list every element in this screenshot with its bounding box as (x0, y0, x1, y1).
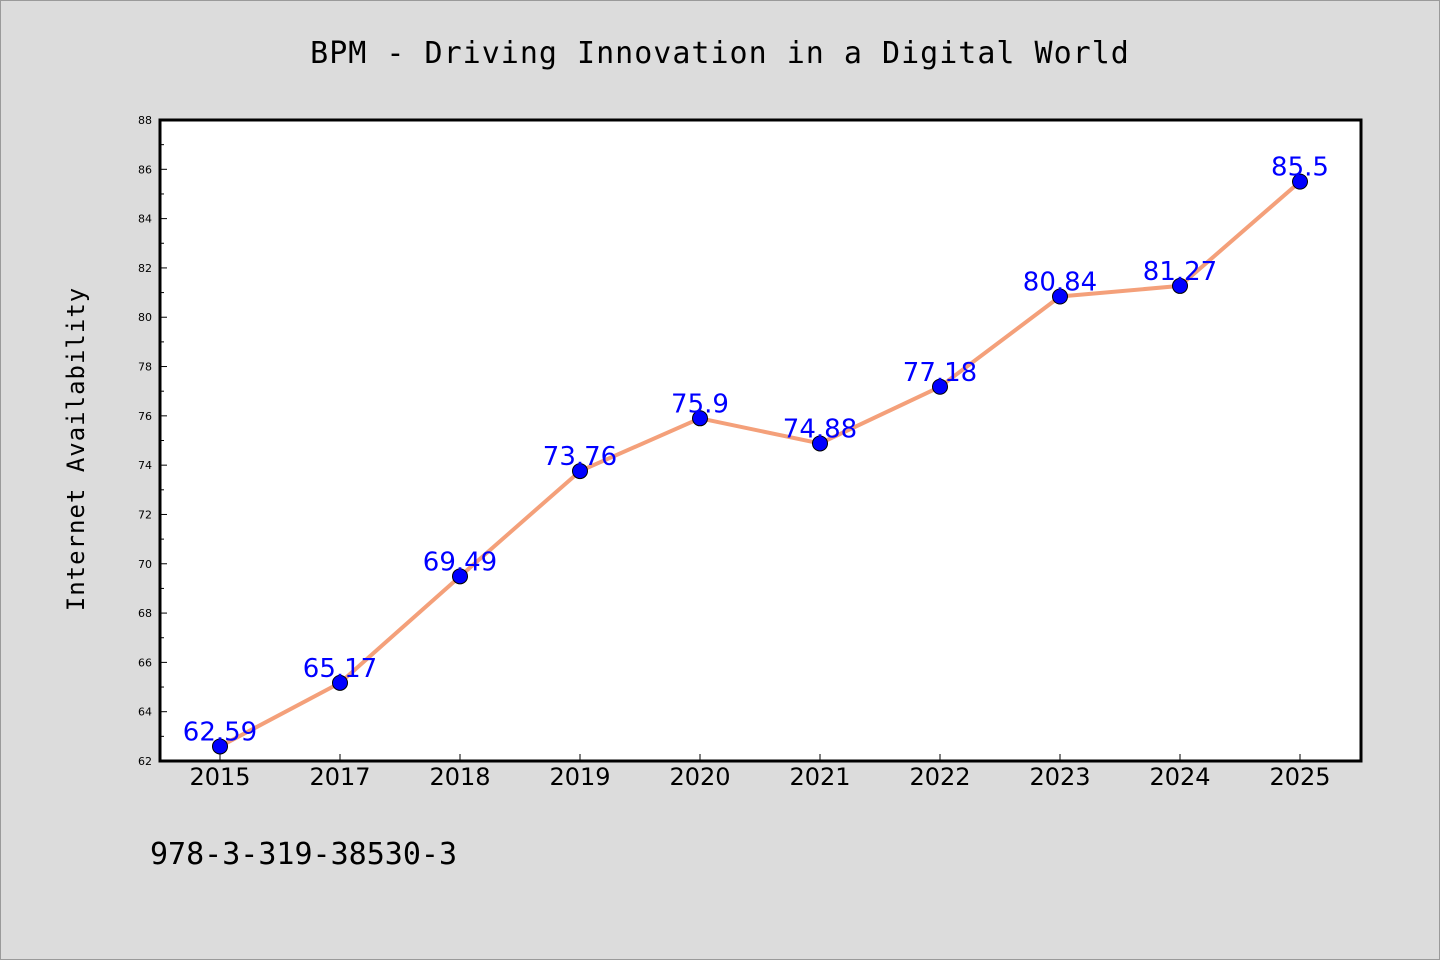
series-line (218, 179, 1302, 749)
series-layer (212, 173, 1308, 755)
y-tick-label: 64 (138, 706, 152, 719)
data-point (452, 568, 468, 585)
data-point (1052, 288, 1068, 305)
y-axis-label: Internet Availability (62, 287, 90, 611)
y-tick-label: 84 (138, 213, 152, 226)
data-point (1292, 173, 1308, 190)
chart-title: BPM - Driving Innovation in a Digital Wo… (310, 36, 1130, 71)
y-tick-label: 68 (138, 607, 152, 620)
y-tick-label: 72 (138, 508, 152, 521)
x-tick-label: 2015 (189, 763, 250, 791)
data-label: 73.76 (543, 442, 617, 472)
x-tick-label: 2020 (669, 763, 730, 791)
data-label: 74.88 (783, 414, 857, 444)
x-tick-label: 2023 (1029, 763, 1090, 791)
y-axis: 62 64 66 68 70 72 74 76 78 80 82 84 86 88 (138, 114, 167, 768)
y-tick-label: 78 (138, 361, 152, 374)
y-tick-label: 82 (138, 262, 152, 275)
y-tick-label: 80 (138, 311, 152, 324)
x-axis: 2015 2017 2018 2019 2020 2021 2022 2023 2024 2025 (189, 754, 1331, 791)
x-tick-label: 2019 (549, 763, 610, 791)
data-label: 75.9 (671, 389, 729, 419)
y-tick-label: 86 (138, 163, 152, 176)
x-tick-label: 2018 (429, 763, 490, 791)
x-tick-label: 2021 (789, 763, 850, 791)
y-tick-label: 76 (138, 410, 152, 423)
plot-area (158, 118, 1363, 763)
data-point (812, 435, 828, 452)
y-tick-label: 88 (138, 114, 152, 127)
data-point (212, 738, 228, 755)
y-tick-label: 70 (138, 558, 152, 571)
y-tick-label: 74 (138, 459, 152, 472)
data-point (332, 674, 348, 691)
data-label-layer: 62.59 65.17 69.49 73.76 75.9 74.88 77.18 80.84 8… (183, 153, 1329, 748)
x-tick-label: 2022 (909, 763, 970, 791)
data-label: 69.49 (423, 547, 497, 577)
data-label: 80.84 (1023, 268, 1097, 298)
data-label: 81.27 (1143, 257, 1217, 287)
y-tick-label: 66 (138, 656, 152, 669)
data-point (692, 410, 708, 427)
data-label: 62.59 (183, 717, 257, 747)
x-tick-label: 2025 (1269, 763, 1330, 791)
footnote-isbn: 978-3-319-38530-3 (150, 837, 457, 872)
y-tick-label: 62 (138, 755, 152, 768)
data-label: 77.18 (903, 358, 977, 388)
data-label: 65.17 (303, 654, 377, 684)
data-point (1172, 277, 1188, 294)
x-tick-label: 2017 (309, 763, 370, 791)
data-label: 85.5 (1271, 153, 1329, 183)
data-point (572, 463, 588, 480)
x-tick-label: 2024 (1149, 763, 1210, 791)
data-point (932, 378, 948, 395)
